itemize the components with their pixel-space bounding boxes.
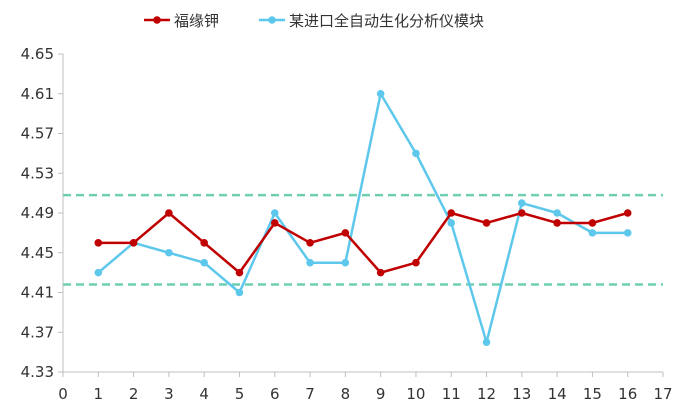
y-tick-label: 4.49 <box>21 204 54 222</box>
x-tick-label: 16 <box>618 385 637 403</box>
x-tick-label: 13 <box>512 385 531 403</box>
x-tick-label: 2 <box>129 385 139 403</box>
data-point <box>341 258 350 267</box>
legend-label: 某进口全自动生化分析仪模块 <box>289 12 484 30</box>
data-point <box>235 268 244 277</box>
legend: 福缘钾 某进口全自动生化分析仪模块 <box>144 12 484 30</box>
data-point <box>165 248 173 257</box>
data-point <box>482 219 491 227</box>
data-point <box>412 258 420 267</box>
data-point <box>306 258 314 267</box>
x-tick-label: 3 <box>164 385 174 403</box>
data-point <box>518 209 526 217</box>
x-tick-label: 4 <box>199 385 209 403</box>
data-point <box>376 89 385 98</box>
y-axis: 4.33 4.37 4.41 4.45 4.49 4.53 4.57 4.61 4.65 <box>21 45 64 381</box>
x-axis: 0 1 2 3 4 5 6 7 8 9 10 11 12 13 14 15 16 17 <box>58 371 673 403</box>
data-point <box>376 268 385 277</box>
data-point <box>518 199 526 207</box>
x-tick-label: 17 <box>653 385 672 403</box>
x-tick-label: 0 <box>58 385 68 403</box>
data-point <box>165 209 173 217</box>
x-tick-label: 9 <box>376 385 386 403</box>
y-tick-label: 4.41 <box>21 284 54 302</box>
y-tick-label: 4.45 <box>21 244 54 262</box>
data-point <box>623 209 632 217</box>
legend-label: 福缘钾 <box>174 12 219 30</box>
y-tick-label: 4.33 <box>21 363 54 381</box>
data-point <box>482 338 491 346</box>
y-tick-label: 4.65 <box>21 45 54 63</box>
y-tick-label: 4.37 <box>21 323 54 341</box>
legend-item-1: 福缘钾 <box>144 12 219 30</box>
legend-item-2: 某进口全自动生化分析仪模块 <box>259 12 484 30</box>
y-tick-label: 4.61 <box>21 85 54 103</box>
reference-lines <box>63 193 663 286</box>
y-tick-label: 4.53 <box>21 164 54 182</box>
x-tick-label: 5 <box>235 385 245 403</box>
data-point <box>412 149 420 158</box>
series-line-1 <box>98 211 629 274</box>
data-point <box>553 219 561 227</box>
series-line-2 <box>97 92 628 344</box>
legend-swatch-marker <box>268 16 276 24</box>
data-point <box>553 209 561 217</box>
data-point <box>588 219 597 227</box>
legend-swatch-marker <box>153 16 161 24</box>
x-tick-label: 12 <box>477 385 496 403</box>
data-point <box>94 239 103 247</box>
x-tick-label: 6 <box>270 385 280 403</box>
data-point <box>447 209 456 217</box>
x-tick-label: 1 <box>94 385 104 403</box>
series-2 <box>94 89 632 346</box>
data-point <box>623 229 632 237</box>
data-point <box>306 239 314 247</box>
x-tick-label: 15 <box>583 385 602 403</box>
x-tick-label: 8 <box>341 385 351 403</box>
y-tick-label: 4.57 <box>21 125 54 143</box>
data-point <box>129 239 138 247</box>
data-point <box>270 209 279 217</box>
data-point <box>341 229 350 237</box>
data-point <box>235 288 244 297</box>
series-1 <box>94 209 632 277</box>
x-tick-label: 7 <box>305 385 315 403</box>
x-tick-label: 11 <box>442 385 461 403</box>
x-tick-label: 14 <box>548 385 567 403</box>
data-point <box>94 268 103 277</box>
data-point <box>270 219 279 227</box>
data-point <box>447 219 456 227</box>
series-group <box>94 89 632 346</box>
x-tick-label: 10 <box>406 385 425 403</box>
data-point <box>200 239 208 247</box>
data-point <box>200 258 208 267</box>
data-point <box>588 229 597 237</box>
